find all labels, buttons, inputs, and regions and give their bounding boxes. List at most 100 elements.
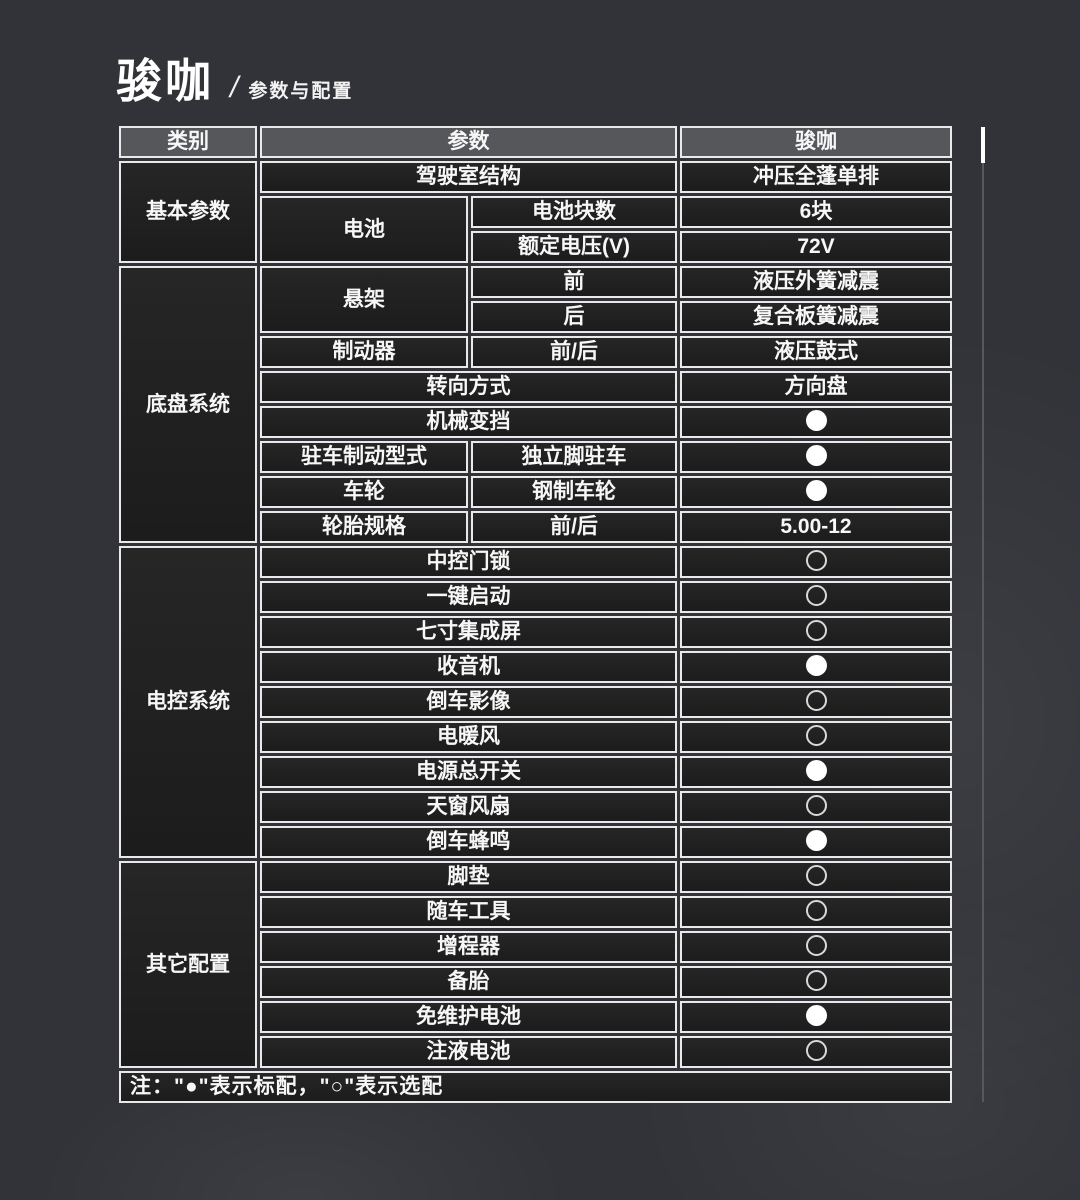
param-cell: 备胎	[260, 966, 677, 998]
table-header-row: 类别 参数 骏咖	[119, 126, 952, 158]
table-row: 电暖风	[119, 721, 952, 753]
value-cell: 72V	[680, 231, 952, 263]
table-row: 后复合板簧减震	[119, 301, 952, 333]
table-row: 倒车蜂鸣	[119, 826, 952, 858]
sub-param-cell: 额定电压(V)	[471, 231, 677, 263]
table-row: 机械变挡	[119, 406, 952, 438]
param-cell: 脚垫	[260, 861, 677, 893]
table-row: 随车工具	[119, 896, 952, 928]
table-row: 底盘系统 悬架前液压外簧减震	[119, 266, 952, 543]
param-cell: 倒车影像	[260, 686, 677, 718]
param-cell: 电暖风	[260, 721, 677, 753]
table-row: 驻车制动型式 独立脚驻车	[119, 441, 952, 473]
param-cell: 轮胎规格	[260, 511, 468, 543]
standard-dot-icon	[805, 409, 827, 431]
param-cell: 随车工具	[260, 896, 677, 928]
standard-dot-icon	[805, 479, 827, 501]
param-cell: 机械变挡	[260, 406, 677, 438]
sub-param-cell: 钢制车轮	[471, 476, 677, 508]
optional-dot-icon	[805, 864, 827, 886]
value-cell	[680, 756, 952, 788]
optional-dot-icon	[805, 1039, 827, 1061]
table-row: 注液电池	[119, 1036, 952, 1068]
sub-param-cell: 独立脚驻车	[471, 441, 677, 473]
value-cell	[680, 441, 952, 473]
table-row: 额定电压(V) 72V	[119, 231, 952, 263]
category-cell: 电控系统	[119, 546, 257, 858]
table-row: 天窗风扇	[119, 791, 952, 823]
optional-dot-icon	[805, 584, 827, 606]
param-group-cell: 悬架	[260, 266, 468, 333]
param-cell: 倒车蜂鸣	[260, 826, 677, 858]
table-row: 七寸集成屏	[119, 616, 952, 648]
value-cell	[680, 931, 952, 963]
table-row: 车轮 钢制车轮	[119, 476, 952, 508]
value-cell: 复合板簧减震	[680, 301, 952, 333]
standard-dot-icon	[805, 444, 827, 466]
param-cell: 电源总开关	[260, 756, 677, 788]
optional-dot-icon	[805, 969, 827, 991]
header-cell-category: 类别	[119, 126, 257, 158]
param-cell: 中控门锁	[260, 546, 677, 578]
param-cell: 驾驶室结构	[260, 161, 677, 193]
slash-divider-icon: /	[230, 71, 239, 104]
header-cell-brand: 骏咖	[680, 126, 952, 158]
page-subtitle: 参数与配置	[248, 81, 354, 102]
value-cell	[680, 966, 952, 998]
value-cell	[680, 721, 952, 753]
value-cell	[680, 476, 952, 508]
value-cell	[680, 826, 952, 858]
param-cell: 免维护电池	[260, 1001, 677, 1033]
value-cell: 冲压全蓬单排	[680, 161, 952, 193]
scrollbar-thumb[interactable]	[981, 127, 985, 163]
optional-dot-icon	[805, 899, 827, 921]
sub-param-cell: 后	[471, 301, 677, 333]
standard-dot-icon	[805, 654, 827, 676]
sub-param-cell: 前/后	[471, 511, 677, 543]
table-row: 其它配置 脚垫	[119, 861, 952, 1068]
value-cell	[680, 1001, 952, 1033]
standard-dot-icon	[805, 759, 827, 781]
value-cell: 液压鼓式	[680, 336, 952, 368]
value-cell	[680, 861, 952, 893]
param-cell: 收音机	[260, 651, 677, 683]
sub-param-cell: 电池块数	[471, 196, 677, 228]
table-row: 备胎	[119, 966, 952, 998]
table-row: 倒车影像	[119, 686, 952, 718]
table-row: 电控系统 中控门锁	[119, 546, 952, 858]
table-row: 增程器	[119, 931, 952, 963]
value-cell	[680, 616, 952, 648]
value-cell: 液压外簧减震	[680, 266, 952, 298]
optional-dot-icon	[805, 724, 827, 746]
sub-param-cell: 前	[471, 266, 677, 298]
param-cell: 增程器	[260, 931, 677, 963]
category-cell: 基本参数	[119, 161, 257, 263]
brand-title: 骏咖	[116, 55, 214, 107]
table-row: 电池 电池块数 6块	[119, 196, 952, 263]
param-cell: 一键启动	[260, 581, 677, 613]
category-cell: 底盘系统	[119, 266, 257, 543]
legend-note-row: 注："●"表示标配，"○"表示选配	[119, 1071, 952, 1103]
param-cell: 车轮	[260, 476, 468, 508]
page-header: 骏咖 / 参数与配置	[116, 58, 353, 105]
value-cell	[680, 546, 952, 578]
standard-dot-icon	[805, 829, 827, 851]
spec-table: 类别 参数 骏咖 基本参数 驾驶室结构 冲压全蓬单排 电池 电池块数 6块 额定电压(V) 7…	[116, 123, 955, 1106]
standard-dot-icon	[805, 1004, 827, 1026]
optional-dot-icon	[805, 549, 827, 571]
value-cell	[680, 651, 952, 683]
value-cell	[680, 406, 952, 438]
legend-note: 注："●"表示标配，"○"表示选配	[119, 1071, 952, 1103]
value-cell	[680, 791, 952, 823]
value-cell: 5.00-12	[680, 511, 952, 543]
param-cell: 注液电池	[260, 1036, 677, 1068]
value-cell	[680, 581, 952, 613]
table-row: 一键启动	[119, 581, 952, 613]
optional-dot-icon	[805, 689, 827, 711]
param-cell: 制动器	[260, 336, 468, 368]
table-row: 转向方式 方向盘	[119, 371, 952, 403]
scrollbar-track[interactable]	[982, 127, 984, 1102]
param-group-cell: 电池	[260, 196, 468, 263]
value-cell: 方向盘	[680, 371, 952, 403]
